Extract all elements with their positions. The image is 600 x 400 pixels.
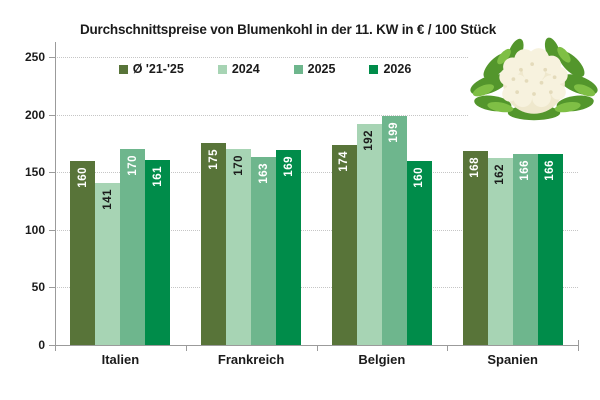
bar-Frankreich-2024: 170	[226, 149, 252, 345]
legend-swatch-icon	[217, 64, 227, 74]
x-axis-end-tick	[578, 340, 579, 345]
legend-label: 2025	[307, 62, 336, 76]
bar-Spanien-Ø '21-'25: 168	[462, 151, 488, 345]
legend-item: Ø '21-'25	[118, 62, 184, 76]
bar-Italien-Ø '21-'25: 160	[70, 160, 96, 345]
bar-Italien-2025: 170	[120, 149, 146, 345]
x-axis-tick	[578, 346, 579, 351]
gridline-150	[57, 172, 578, 174]
y-axis-tick	[49, 57, 55, 58]
gridline-50	[57, 287, 578, 289]
legend-swatch-icon	[369, 64, 379, 74]
y-tick-label: 200	[24, 107, 45, 122]
bar-value-label: 163	[257, 163, 270, 184]
bar-value-label: 166	[519, 159, 532, 181]
bar-value-label: 169	[282, 156, 295, 177]
category-label-Spanien: Spanien	[487, 352, 538, 367]
bar-value-label: 166	[544, 159, 557, 181]
gridline-250	[57, 57, 578, 58]
bar-value-label: 160	[413, 166, 426, 188]
bar-Spanien-2026: 166	[537, 153, 563, 345]
bar-Italien-2024: 141	[95, 182, 121, 345]
bar-Belgien-Ø '21-'25: 174	[331, 144, 357, 345]
y-tick-label: 0	[38, 338, 45, 352]
bar-value-label: 174	[338, 150, 351, 172]
x-axis	[55, 345, 579, 346]
legend-item: 2024	[217, 62, 260, 76]
legend-swatch-icon	[293, 64, 303, 74]
bar-Frankreich-2026: 169	[276, 150, 302, 345]
bar-Spanien-2024: 162	[487, 158, 513, 345]
bar-Italien-2026: 161	[145, 159, 171, 345]
bar-value-label: 199	[388, 121, 401, 143]
legend-item: 2026	[369, 62, 411, 76]
category-label-Belgien: Belgien	[358, 352, 406, 367]
bar-value-label: 170	[126, 155, 139, 176]
y-axis-tick	[49, 229, 55, 231]
bar-Frankreich-2025: 163	[251, 157, 277, 345]
legend-item: 2025	[293, 62, 336, 76]
bar-value-label: 175	[207, 149, 220, 171]
bar-value-label: 162	[494, 164, 507, 186]
bar-value-label: 192	[363, 129, 376, 151]
y-axis-tick	[49, 114, 55, 116]
category-label-Frankreich: Frankreich	[217, 352, 285, 367]
legend: Ø '21-'25 2024 2025 2026	[55, 62, 475, 76]
bar-Belgien-2024: 192	[356, 123, 382, 345]
bar-Spanien-2025: 166	[512, 153, 538, 345]
bar-value-label: 168	[469, 157, 482, 179]
y-tick-label: 250	[24, 50, 45, 64]
bar-Belgien-2026: 160	[406, 160, 432, 345]
legend-label: 2026	[383, 62, 412, 76]
y-tick-label: 150	[24, 165, 45, 180]
legend-label: 2024	[231, 62, 260, 76]
legend-swatch-icon	[118, 64, 128, 74]
bar-value-label: 141	[101, 188, 114, 210]
bar-value-label: 170	[232, 155, 245, 176]
y-axis-tick	[49, 345, 55, 346]
x-axis-tick	[185, 346, 187, 351]
x-axis-tick	[316, 346, 318, 351]
bar-value-label: 160	[76, 166, 89, 188]
legend-label: Ø '21-'25	[132, 62, 184, 76]
y-tick-label: 100	[24, 222, 45, 237]
category-label-Italien: Italien	[101, 352, 140, 367]
y-axis	[55, 42, 56, 345]
gridline-200	[57, 114, 578, 116]
y-axis-tick	[49, 172, 55, 174]
bar-Belgien-2025: 199	[381, 115, 407, 345]
y-axis-tick	[49, 287, 55, 289]
bar-Frankreich-Ø '21-'25: 175	[201, 143, 227, 345]
y-tick-label: 50	[31, 280, 45, 295]
x-axis-tick	[447, 346, 449, 351]
cauliflower-image	[468, 36, 600, 124]
gridline-100	[57, 229, 578, 231]
x-axis-tick	[55, 346, 56, 351]
bar-value-label: 161	[151, 165, 164, 187]
chart-title: Durchschnittspreise von Blumenkohl in de…	[79, 22, 497, 37]
